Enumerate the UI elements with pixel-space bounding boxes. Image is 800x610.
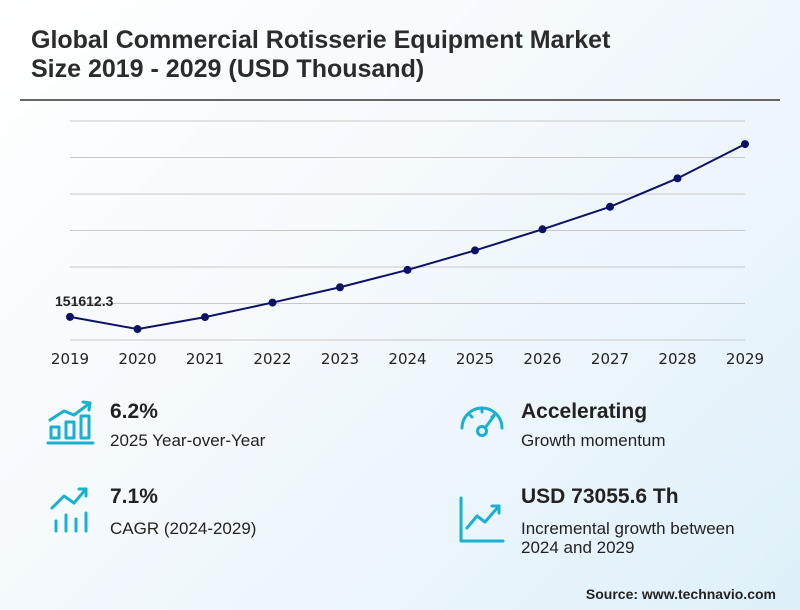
x-tick-label: 2027	[591, 350, 629, 368]
title-line-1: Global Commercial Rotisserie Equipment M…	[31, 26, 611, 54]
data-point	[471, 246, 479, 255]
series-line	[69, 143, 746, 331]
stat-label: CAGR (2024-2029)	[110, 519, 257, 538]
x-tick-label: 2023	[321, 350, 359, 368]
data-label: 151612.3	[55, 293, 114, 309]
data-point	[66, 312, 74, 321]
x-tick-label: 2020	[118, 350, 156, 368]
stat-label: Growth momentum	[521, 431, 666, 450]
stat-value: 6.2%	[110, 400, 158, 423]
x-tick-label: 2026	[523, 350, 561, 368]
stat-label: Incremental growth between 2024 and 2029	[521, 519, 735, 557]
data-point	[201, 313, 209, 322]
x-tick-label: 2019	[51, 350, 89, 368]
stat-value: USD 73055.6 Th	[521, 485, 679, 508]
x-tick-label: 2022	[253, 350, 291, 368]
data-points	[66, 140, 749, 334]
data-point	[133, 325, 142, 334]
data-labels: 151612.3	[55, 293, 114, 309]
data-point	[268, 298, 277, 307]
x-tick-label: 2021	[186, 350, 224, 368]
data-point	[336, 283, 344, 292]
line-chart: 2019 2020 2021 2022 2023 2024 2025 2026 2027 2028…	[51, 120, 764, 368]
source-credit: Source: www.technavio.com	[585, 586, 776, 602]
data-point	[606, 202, 614, 211]
stat-label: 2025 Year-over-Year	[110, 431, 266, 450]
x-tick-label: 2028	[658, 350, 696, 368]
speedometer-icon	[460, 406, 504, 437]
x-tick-label: 2029	[726, 350, 764, 368]
data-point	[673, 174, 682, 183]
x-axis-ticks: 2019 2020 2021 2022 2023 2024 2025 2026 2027 2028…	[51, 350, 764, 368]
gridlines	[70, 120, 745, 341]
chart-title: Global Commercial Rotisserie Equipment M…	[31, 26, 751, 84]
data-point	[403, 265, 412, 274]
x-tick-label: 2025	[456, 350, 494, 368]
trend-chart-icon	[459, 496, 505, 543]
data-point	[538, 225, 547, 234]
stat-value: Accelerating	[521, 400, 648, 423]
title-divider	[20, 99, 780, 101]
data-point	[741, 140, 749, 149]
stat-value: 7.1%	[110, 485, 158, 508]
bar-chart-growth-icon	[46, 400, 95, 445]
x-tick-label: 2024	[388, 350, 426, 368]
title-line-2: Size 2019 - 2029 (USD Thousand)	[31, 55, 425, 83]
trend-bars-icon	[50, 487, 88, 533]
